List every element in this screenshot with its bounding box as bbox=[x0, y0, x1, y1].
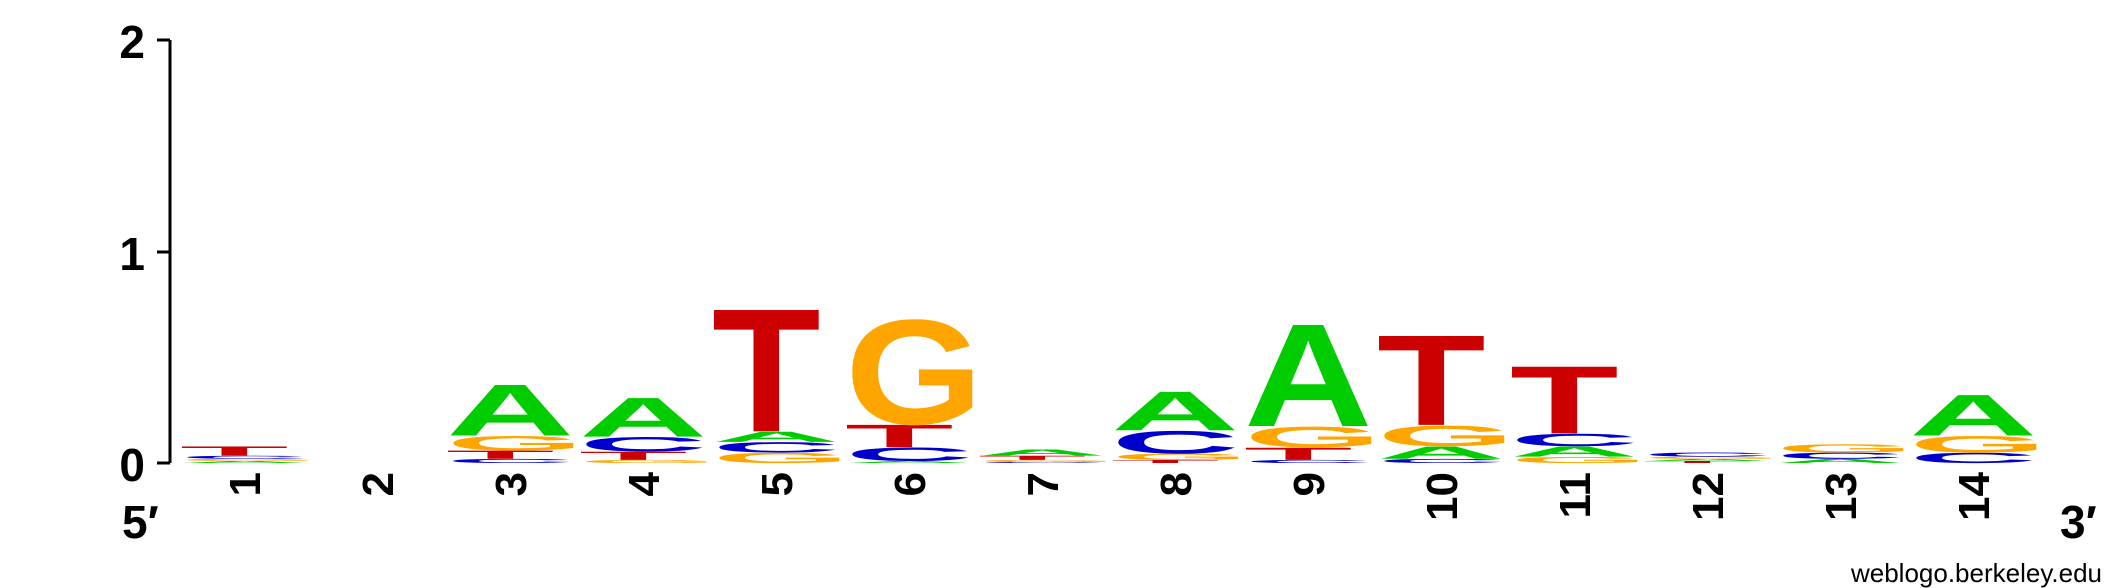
letter-g-pos-4: G bbox=[579, 459, 717, 464]
letter-c-pos-10: C bbox=[1377, 458, 1505, 465]
letter-c-pos-1: C bbox=[180, 455, 308, 460]
letter-c-pos-8: C bbox=[1111, 424, 1239, 460]
letter-t-pos-11: T bbox=[1510, 346, 1619, 454]
letter-a-pos-9: A bbox=[1244, 293, 1372, 458]
letter-c-pos-4: C bbox=[579, 433, 707, 456]
letter-a-pos-3: A bbox=[446, 369, 574, 451]
letter-t-pos-4: T bbox=[579, 449, 688, 462]
letter-a-pos-6: A bbox=[845, 460, 973, 463]
letter-c-pos-12: C bbox=[1643, 451, 1771, 458]
position-label-13: 13 bbox=[1817, 472, 1866, 521]
letter-g-pos-8: G bbox=[1111, 452, 1249, 462]
letter-a-pos-7: A bbox=[978, 448, 1106, 458]
letter-t-pos-7: T bbox=[978, 455, 1087, 462]
letter-t-pos-1: T bbox=[180, 444, 289, 459]
position-label-14: 14 bbox=[1950, 471, 1999, 520]
letter-c-pos-11: C bbox=[1510, 430, 1638, 450]
position-label-12: 12 bbox=[1684, 472, 1733, 521]
letter-c-pos-3: C bbox=[446, 458, 574, 465]
position-label-2: 2 bbox=[354, 472, 403, 496]
letter-t-pos-5: T bbox=[712, 272, 821, 469]
position-label-1: 1 bbox=[221, 472, 270, 496]
letter-a-pos-10: A bbox=[1377, 443, 1505, 463]
credit-text: weblogo.berkeley.edu bbox=[1850, 558, 2102, 588]
position-label-3: 3 bbox=[487, 472, 536, 496]
position-label-6: 6 bbox=[886, 472, 935, 496]
position-label-10: 10 bbox=[1418, 472, 1467, 521]
letter-c-pos-5: C bbox=[712, 439, 840, 455]
letter-t-pos-3: T bbox=[446, 448, 555, 461]
letter-g-pos-9: G bbox=[1244, 421, 1382, 454]
letter-t-pos-8: T bbox=[1111, 459, 1220, 464]
position-label-8: 8 bbox=[1152, 472, 1201, 496]
letter-a-pos-4: A bbox=[579, 386, 707, 448]
position-label-7: 7 bbox=[1019, 472, 1068, 496]
letter-t-pos-6: T bbox=[845, 418, 954, 454]
letter-g-pos-1: G bbox=[180, 458, 318, 461]
letter-a-pos-8: A bbox=[1111, 380, 1239, 442]
letter-c-pos-6: C bbox=[845, 444, 973, 465]
position-label-4: 4 bbox=[620, 471, 669, 496]
letter-g-pos-11: G bbox=[1510, 455, 1648, 465]
letter-a-pos-11: A bbox=[1510, 443, 1638, 459]
letter-t-pos-12: T bbox=[1643, 460, 1752, 463]
position-label-5: 5 bbox=[753, 472, 802, 496]
letter-g-pos-10: G bbox=[1377, 420, 1515, 453]
position-labels: 1 2 3 4 5 6 7 8 9 10 11 12 13 14 bbox=[221, 471, 1999, 520]
letter-a-pos-13: A bbox=[1776, 458, 1904, 465]
letter-c-pos-13: C bbox=[1776, 451, 1904, 461]
y-tick-label-0: 0 bbox=[119, 439, 145, 491]
five-prime-label: 5′ bbox=[122, 496, 159, 548]
letter-g-pos-6: G bbox=[845, 288, 983, 456]
letter-g-pos-12: G bbox=[1643, 456, 1781, 459]
letter-g-pos-7: G bbox=[978, 459, 1116, 462]
letter-g-pos-13: G bbox=[1776, 442, 1914, 455]
y-tick-label-2: 2 bbox=[119, 16, 145, 68]
letter-g-pos-14: G bbox=[1909, 431, 2047, 457]
letter-t-pos-9: T bbox=[1244, 444, 1353, 464]
position-label-9: 9 bbox=[1285, 472, 1334, 496]
position-label-11: 11 bbox=[1551, 472, 1600, 519]
letter-g-pos-3: G bbox=[446, 432, 584, 455]
three-prime-label: 3′ bbox=[2060, 496, 2097, 548]
letter-a-pos-14: A bbox=[1909, 383, 2037, 449]
letter-c-pos-14: C bbox=[1909, 450, 2037, 466]
letter-a-pos-12: A bbox=[1643, 458, 1771, 461]
letter-t-pos-10: T bbox=[1377, 308, 1486, 453]
letter-c-pos-7: C bbox=[978, 462, 1106, 464]
y-tick-label-1: 1 bbox=[119, 228, 145, 280]
letter-g-pos-5: G bbox=[712, 450, 850, 466]
letter-c-pos-9: C bbox=[1244, 459, 1372, 464]
letter-a-pos-1: A bbox=[180, 460, 308, 463]
letter-a-pos-5: A bbox=[712, 429, 840, 445]
